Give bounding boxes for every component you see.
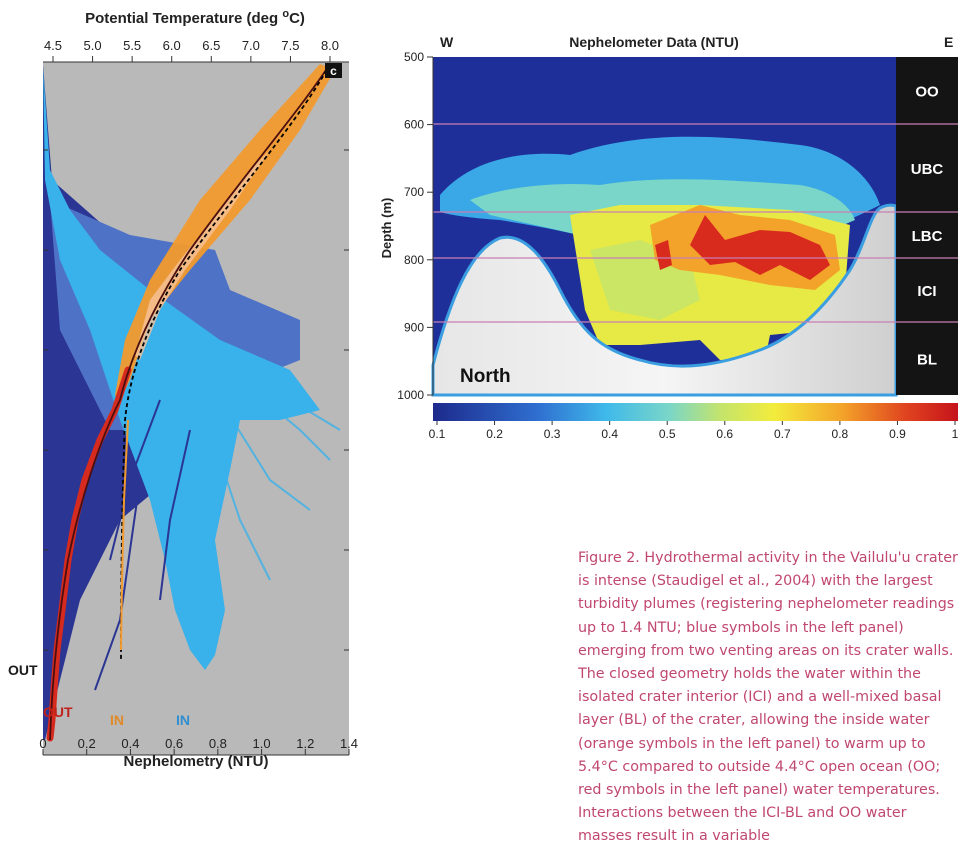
layer-column (896, 57, 958, 395)
bottom-tick-label: 0.6 (165, 736, 183, 751)
left-panel: 4.5 5.0 5.5 6.0 6.5 7.0 7.5 8.0 0 0.2 0.4 0.6 0.8 1.… (8, 8, 358, 770)
depth-tick-label: 1000 (397, 388, 424, 402)
top-tick-label: 4.5 (44, 38, 62, 53)
panel-letter: c (330, 64, 337, 78)
top-tick-label: 6.5 (202, 38, 220, 53)
depth-tick-label: 900 (404, 320, 424, 334)
in-temperature-band (115, 64, 335, 400)
layer-label-ubc: UBC (911, 161, 944, 178)
section-title: Nephelometer Data (NTU) (569, 34, 739, 50)
bottom-tick-label: 1.4 (340, 736, 358, 751)
panel-letter-box (325, 63, 342, 78)
layer-label-ici: ICI (917, 283, 936, 300)
out-nephelometry-label: OUT (8, 662, 38, 678)
left-axis-ticks (43, 149, 349, 651)
layer-label-oo: OO (915, 84, 939, 101)
colorbar-tick-label: 0.2 (486, 427, 503, 441)
colorbar-tick-label: 0.3 (544, 427, 561, 441)
bottom-tick-label: 0.4 (121, 736, 139, 751)
bottom-tick-label: 0 (39, 736, 46, 751)
depth-axis-label: Depth (m) (379, 198, 394, 259)
east-label: E (944, 34, 953, 50)
colorbar-tick-label: 0.5 (659, 427, 676, 441)
plume-hot-red (690, 215, 830, 280)
depth-tick-label: 800 (404, 253, 424, 267)
colorbar-ticks: 0.1 0.2 0.3 0.4 0.5 0.6 0.7 0.8 0.9 1 (429, 421, 959, 441)
plume-hot-red-2 (655, 240, 672, 270)
in-nephelometry-label: IN (176, 712, 190, 728)
colorbar-tick-label: 0.6 (716, 427, 733, 441)
depth-axis-ticks: 500 600 700 800 900 1000 (397, 50, 433, 402)
layer-lines (433, 123, 896, 323)
west-label: W (440, 34, 454, 50)
colorbar (433, 403, 958, 421)
top-tick-label: 7.0 (242, 38, 260, 53)
bottom-axis-label: Nephelometry (NTU) (123, 753, 268, 770)
out-temperature-label: OUT (43, 704, 73, 720)
colorbar-tick-label: 0.1 (429, 427, 446, 441)
in-nephelometry-cloud (43, 66, 320, 670)
in-temperature-label: IN (110, 712, 124, 728)
figure-caption: Figure 2. Hydrothermal activity in the V… (578, 550, 958, 845)
top-tick-label: 5.5 (123, 38, 141, 53)
colorbar-tick-label: 0.4 (601, 427, 618, 441)
layer-labels: OO UBC LBC ICI BL (896, 84, 958, 369)
right-panel: W Nephelometer Data (NTU) E 500 600 700 800… (379, 34, 959, 441)
depth-tick-label: 700 (404, 185, 424, 199)
colorbar-tick-label: 0.9 (889, 427, 906, 441)
out-nephelometry-spray (94, 399, 191, 691)
top-tick-label: 5.0 (84, 38, 102, 53)
north-label: North (460, 366, 511, 387)
figure-canvas: 4.5 5.0 5.5 6.0 6.5 7.0 7.5 8.0 0 0.2 0.4 0.6 0.8 1.… (8, 8, 959, 770)
colorbar-tick-label: 1 (952, 427, 959, 441)
bottom-tick-label: 0.2 (78, 736, 96, 751)
depth-tick-label: 600 (404, 118, 424, 132)
depth-tick-label: 500 (404, 50, 424, 64)
crater-floor (431, 203, 898, 397)
top-tick-label: 8.0 (321, 38, 339, 53)
colorbar-tick-label: 0.7 (774, 427, 791, 441)
layer-label-bl: BL (917, 352, 937, 369)
top-axis-label: Potential Temperature (deg oC) (85, 8, 305, 27)
colorbar-tick-label: 0.8 (832, 427, 849, 441)
top-axis-ticks: 4.5 5.0 5.5 6.0 6.5 7.0 7.5 8.0 (44, 38, 339, 62)
top-tick-label: 7.5 (281, 38, 299, 53)
out-temperature-fit (49, 63, 331, 741)
bottom-tick-label: 1.2 (296, 736, 314, 751)
bottom-tick-label: 0.8 (209, 736, 227, 751)
top-tick-label: 6.0 (163, 38, 181, 53)
in-nephelometry-spray (209, 359, 341, 581)
layer-label-lbc: LBC (912, 228, 943, 245)
in-temperature-tail (120, 419, 129, 651)
bottom-axis-ticks: 0 0.2 0.4 0.6 0.8 1.0 1.2 1.4 (39, 736, 358, 755)
bottom-tick-label: 1.0 (253, 736, 271, 751)
